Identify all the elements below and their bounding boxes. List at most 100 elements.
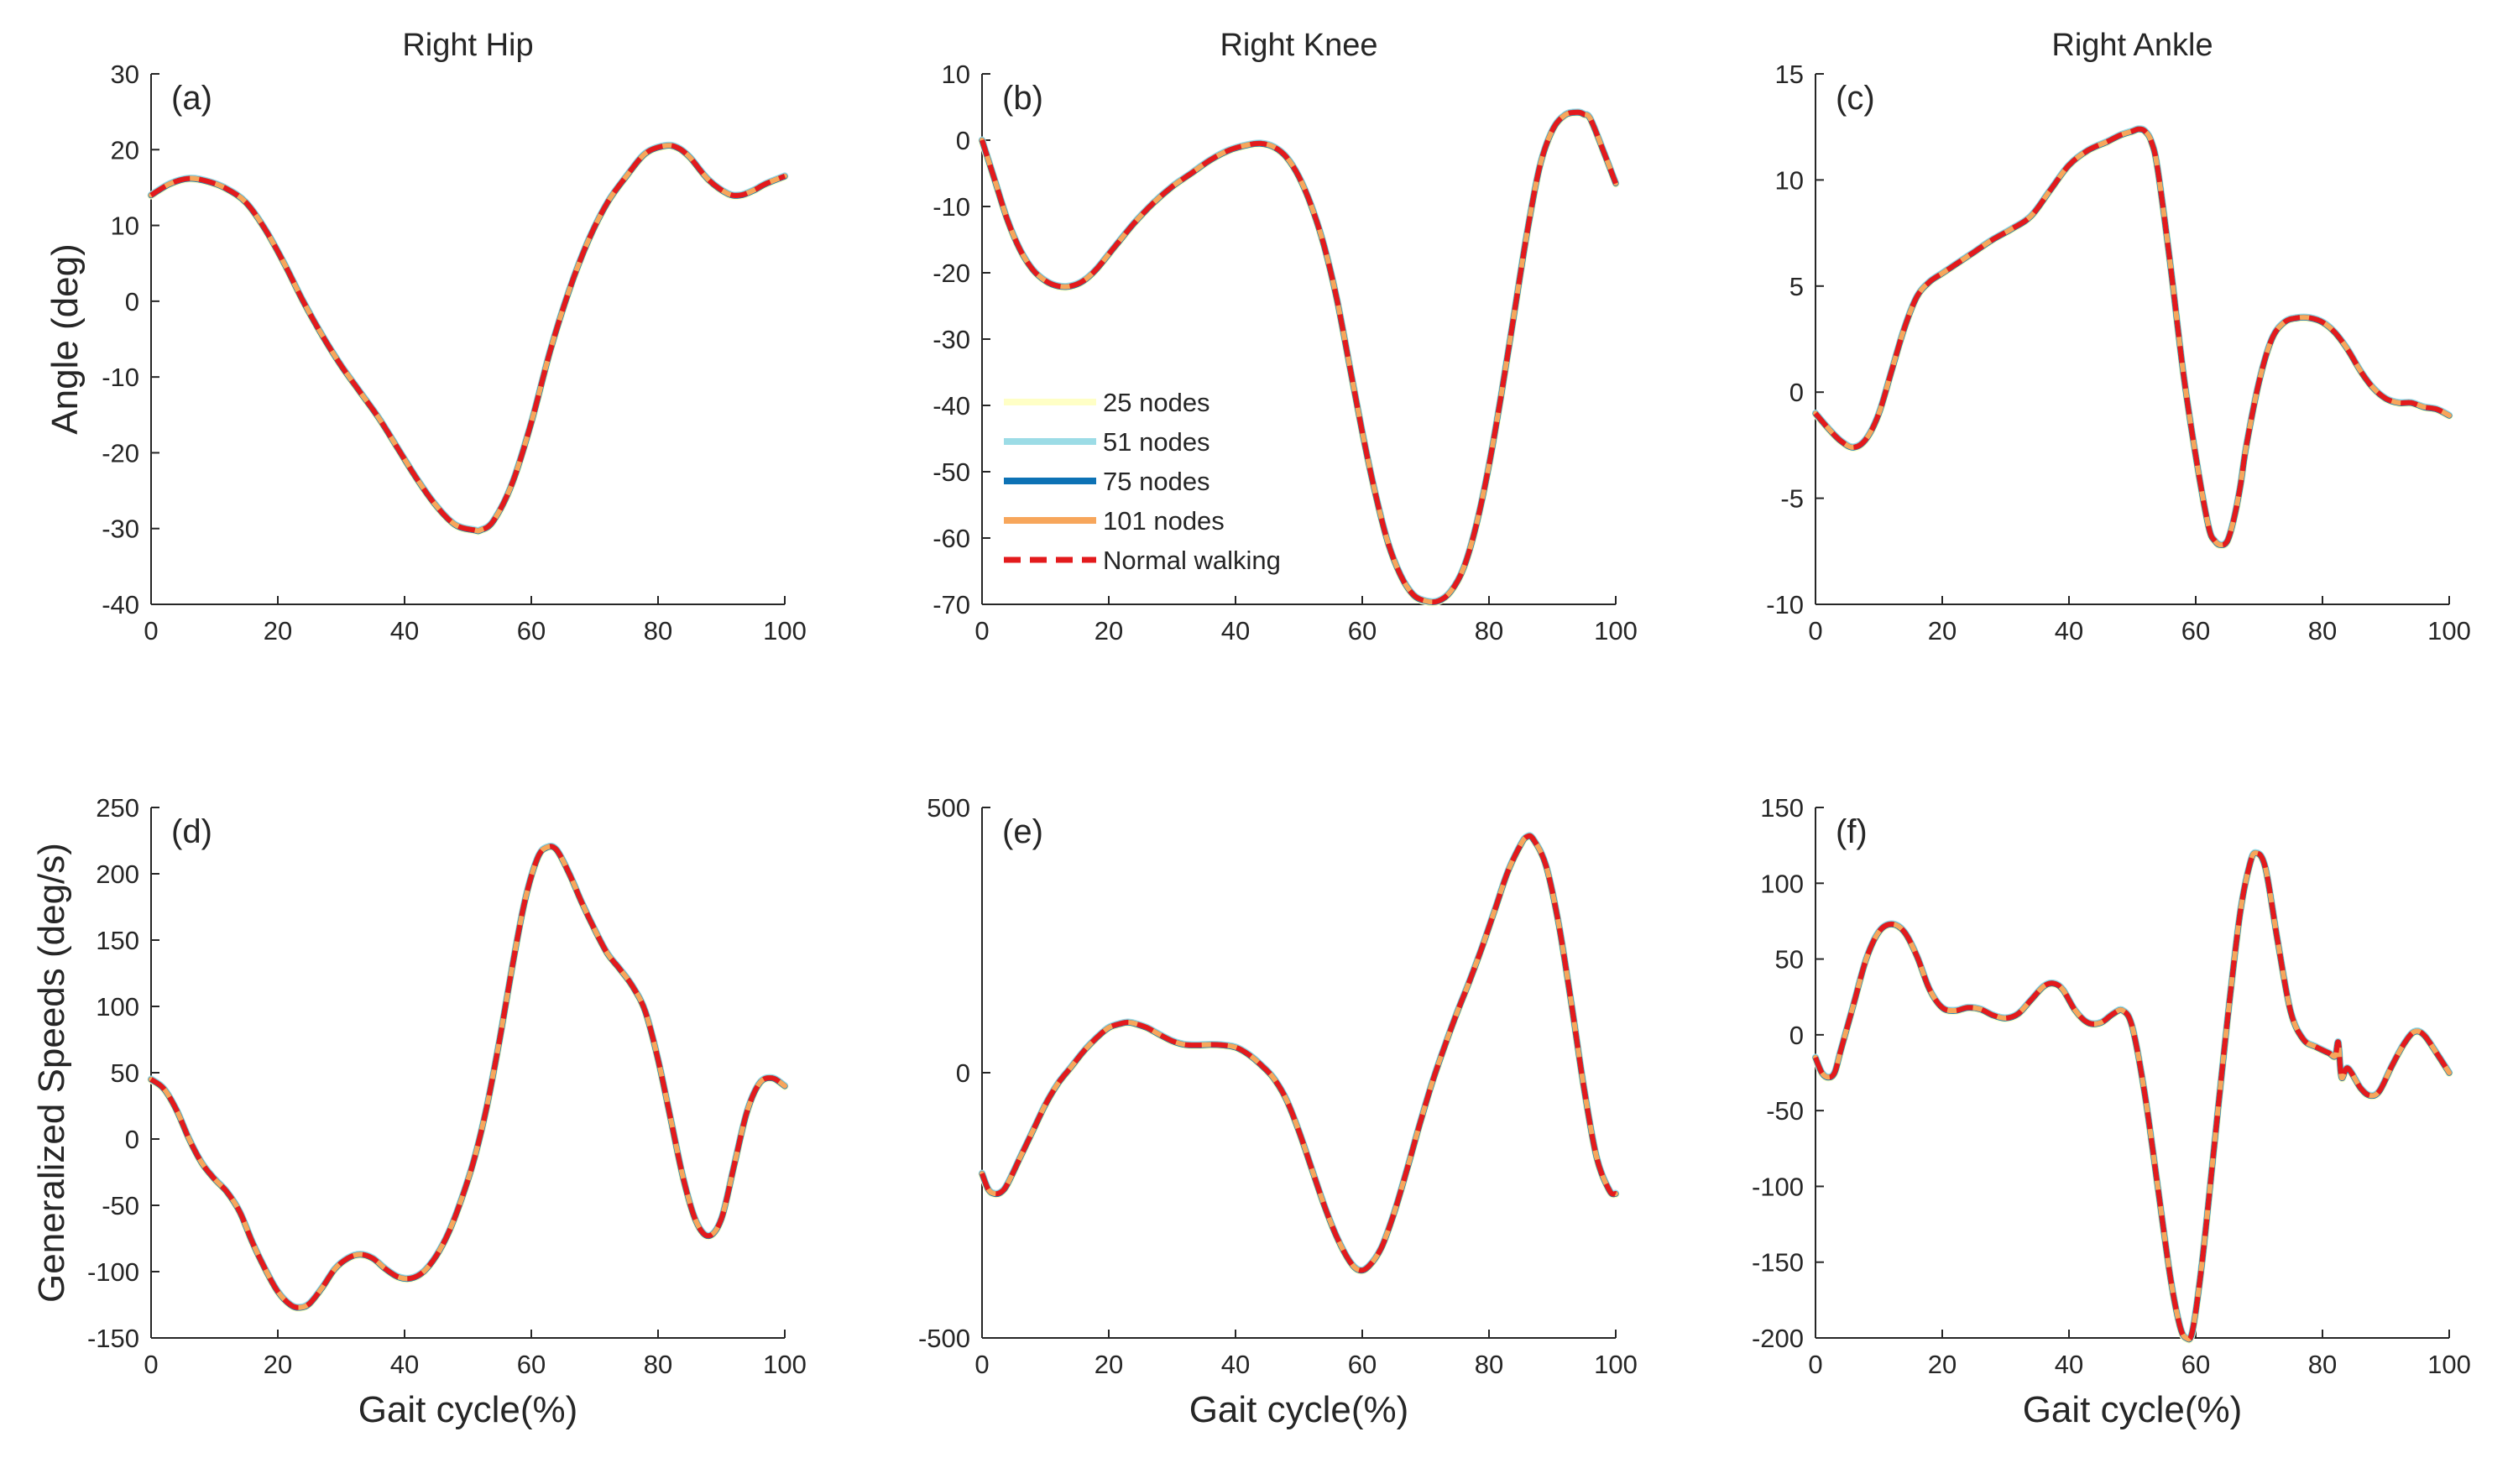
y-tick-label: -50 bbox=[102, 1191, 139, 1220]
y-tick-label: 10 bbox=[942, 60, 970, 89]
x-tick-label: 40 bbox=[1221, 616, 1250, 645]
x-tick-label: 100 bbox=[763, 1350, 807, 1379]
series-line-75-nodes bbox=[979, 109, 1619, 606]
series-line-101-nodes bbox=[1813, 126, 2452, 548]
x-tick-label: 100 bbox=[763, 616, 807, 645]
panel-letter: (e) bbox=[1002, 813, 1043, 850]
y-tick-label: 0 bbox=[956, 1058, 970, 1088]
x-tick-label: 60 bbox=[1348, 616, 1377, 645]
series-line-101-nodes bbox=[980, 833, 1618, 1273]
y-tick-label: 250 bbox=[96, 793, 139, 823]
y-tick-label: 5 bbox=[1789, 272, 1804, 301]
x-tick-label: 60 bbox=[1348, 1350, 1377, 1379]
x-tick-label: 20 bbox=[1928, 1350, 1957, 1379]
series-line-51-nodes bbox=[1812, 125, 2453, 548]
x-tick-label: 60 bbox=[517, 616, 546, 645]
series-line-101-nodes bbox=[149, 844, 787, 1310]
x-tick-label: 60 bbox=[2181, 616, 2210, 645]
x-tick-label: 20 bbox=[1928, 616, 1957, 645]
panel-title: Right Hip bbox=[402, 28, 533, 63]
series-line-101-nodes bbox=[1813, 850, 2452, 1342]
x-tick-label: 40 bbox=[2055, 616, 2083, 645]
x-axis-label: Gait cycle(%) bbox=[358, 1389, 578, 1430]
x-tick-label: 40 bbox=[390, 1350, 419, 1379]
x-tick-label: 40 bbox=[390, 616, 419, 645]
series-line-51-nodes bbox=[1812, 849, 2453, 1342]
y-tick-label: 100 bbox=[96, 992, 139, 1022]
series-line-25-nodes bbox=[1811, 125, 2453, 550]
legend-entry: 51 nodes bbox=[1103, 427, 1210, 457]
x-tick-label: 60 bbox=[2181, 1350, 2210, 1379]
series-line-25-nodes bbox=[1811, 849, 2453, 1344]
x-axis-label: Gait cycle(%) bbox=[2023, 1389, 2243, 1430]
y-tick-label: -50 bbox=[933, 457, 970, 487]
x-tick-label: 100 bbox=[2427, 616, 2471, 645]
y-tick-label: -200 bbox=[1752, 1324, 1804, 1353]
x-tick-label: 0 bbox=[144, 1350, 158, 1379]
y-tick-label: 10 bbox=[1775, 165, 1804, 195]
legend-entry: 75 nodes bbox=[1103, 467, 1210, 496]
panel-f: 0 20 40 60 80 100 -200 -150 -100 -50 0 50 100 150 (f) G… bbox=[1752, 793, 2471, 1430]
y-tick-label: -500 bbox=[918, 1324, 970, 1353]
y-tick-label: 50 bbox=[1775, 945, 1804, 975]
x-tick-label: 100 bbox=[2427, 1350, 2471, 1379]
y-tick-label: 500 bbox=[927, 793, 970, 823]
panel-title: Right Ankle bbox=[2051, 28, 2213, 63]
y-tick-label: -40 bbox=[933, 391, 970, 421]
panel-title: Right Knee bbox=[1220, 28, 1377, 63]
series-line-75-nodes bbox=[1812, 126, 2453, 549]
series-line-51-nodes bbox=[148, 842, 788, 1311]
y-tick-label: 20 bbox=[111, 135, 139, 165]
x-tick-label: 0 bbox=[144, 616, 158, 645]
legend-entry: Normal walking bbox=[1103, 546, 1281, 575]
y-tick-label: 100 bbox=[1760, 869, 1804, 898]
x-tick-label: 20 bbox=[1095, 1350, 1123, 1379]
y-tick-label: -150 bbox=[87, 1324, 139, 1353]
x-tick-label: 100 bbox=[1594, 1350, 1638, 1379]
y-tick-label: -20 bbox=[102, 438, 139, 468]
y-tick-label: -10 bbox=[933, 192, 970, 222]
panel-b: 0 20 40 60 80 100 -70 -60 -50 -40 -30 -20 -10 0 10 Righ… bbox=[933, 28, 1638, 645]
y-tick-label: 50 bbox=[111, 1058, 139, 1088]
panel-letter: (a) bbox=[171, 80, 212, 117]
series-line-normal-walking bbox=[149, 844, 786, 1310]
y-tick-label: -20 bbox=[933, 259, 970, 288]
y-tick-label: -70 bbox=[933, 590, 970, 619]
y-tick-label: 0 bbox=[1789, 378, 1804, 407]
x-tick-label: 20 bbox=[264, 1350, 292, 1379]
series-line-75-nodes bbox=[1812, 849, 2453, 1343]
x-tick-label: 0 bbox=[1808, 616, 1822, 645]
y-tick-label: 0 bbox=[125, 287, 139, 316]
y-axis-label: Angle (deg) bbox=[44, 243, 86, 434]
x-tick-label: 60 bbox=[517, 1350, 546, 1379]
x-tick-label: 80 bbox=[2308, 1350, 2337, 1379]
y-tick-label: 15 bbox=[1775, 60, 1804, 89]
legend-entry: 101 nodes bbox=[1103, 506, 1225, 536]
x-tick-label: 80 bbox=[644, 616, 672, 645]
y-tick-label: -10 bbox=[102, 363, 139, 392]
y-axis-label: Generalized Speeds (deg/s) bbox=[31, 843, 72, 1303]
y-tick-label: 0 bbox=[125, 1125, 139, 1154]
y-tick-label: -50 bbox=[1766, 1096, 1804, 1126]
panel-letter: (c) bbox=[1836, 80, 1875, 117]
y-tick-label: 30 bbox=[111, 60, 139, 89]
x-tick-label: 80 bbox=[2308, 616, 2337, 645]
legend: 25 nodes 51 nodes 75 nodes 101 nodes Normal … bbox=[1004, 388, 1281, 575]
y-tick-label: -10 bbox=[1766, 590, 1804, 619]
panel-letter: (f) bbox=[1836, 813, 1868, 850]
y-tick-label: 200 bbox=[96, 860, 139, 889]
panel-letter: (d) bbox=[171, 813, 212, 850]
y-tick-label: 150 bbox=[96, 926, 139, 955]
series-line-25-nodes bbox=[978, 108, 1620, 607]
x-tick-label: 0 bbox=[974, 1350, 989, 1379]
y-tick-label: 150 bbox=[1760, 793, 1804, 823]
y-tick-label: 0 bbox=[956, 126, 970, 155]
x-tick-label: 80 bbox=[1475, 1350, 1503, 1379]
y-tick-label: -100 bbox=[1752, 1172, 1804, 1201]
series-line-normal-walking bbox=[1813, 850, 2452, 1342]
series-line-normal-walking bbox=[149, 143, 786, 534]
y-tick-label: -30 bbox=[933, 325, 970, 354]
series-line-normal-walking bbox=[980, 833, 1617, 1273]
y-tick-label: -150 bbox=[1752, 1248, 1804, 1278]
